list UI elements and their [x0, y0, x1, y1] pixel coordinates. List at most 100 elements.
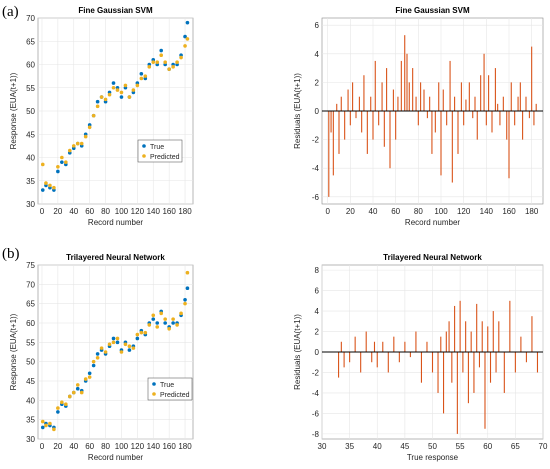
point-predicted [60, 400, 64, 405]
x-tick-label: 120 [131, 442, 145, 451]
point-true [119, 95, 124, 99]
y-tick-label: 2 [315, 328, 320, 337]
point-true [159, 48, 164, 53]
y-tick-label: 75 [26, 261, 35, 270]
point-predicted [56, 165, 60, 169]
point-true [135, 336, 140, 341]
point-predicted [147, 65, 152, 69]
y-tick-label: 40 [26, 396, 35, 405]
x-tick-label: 45 [400, 442, 409, 451]
x-tick-label: 180 [178, 442, 192, 451]
y-axis-label: Response (EUA(t+1)) [9, 72, 18, 149]
point-predicted [183, 301, 187, 306]
point-predicted [167, 327, 171, 331]
point-predicted [143, 74, 148, 78]
point-predicted [163, 60, 167, 64]
legend-marker-true [142, 144, 146, 148]
x-axis-label: Record number [405, 218, 460, 227]
point-predicted [40, 419, 45, 424]
point-predicted [99, 95, 104, 99]
legend-marker-predicted [152, 392, 156, 396]
point-predicted [179, 55, 183, 60]
point-true [60, 160, 64, 164]
point-true [40, 425, 45, 430]
point-predicted [44, 423, 48, 428]
x-tick-label: 35 [345, 442, 354, 451]
point-true [56, 169, 60, 174]
y-tick-label: -8 [312, 430, 320, 439]
y-tick-label: -4 [312, 164, 320, 173]
point-predicted [64, 160, 68, 164]
y-tick-label: -2 [312, 136, 320, 145]
legend-marker-true [152, 382, 156, 386]
x-tick-label: 50 [428, 442, 437, 451]
point-predicted [131, 88, 136, 92]
point-predicted [40, 162, 45, 167]
y-tick-label: 30 [26, 435, 35, 444]
y-tick-label: 50 [26, 358, 35, 367]
x-axis-label: Record number [88, 218, 143, 227]
x-tick-label: 40 [373, 442, 382, 451]
x-tick-label: 30 [318, 442, 327, 451]
x-tick-label: 70 [539, 442, 548, 451]
x-tick-label: 60 [391, 207, 400, 216]
x-tick-label: 180 [525, 207, 539, 216]
point-predicted [83, 134, 88, 139]
point-predicted [67, 394, 72, 399]
y-axis-label: Residuals (EUA(t+1)) [293, 73, 302, 149]
x-tick-label: 160 [502, 207, 516, 216]
chart-1 [37, 17, 194, 205]
point-true [139, 72, 144, 76]
point-predicted [159, 311, 164, 316]
point-predicted [64, 402, 68, 407]
y-tick-label: 6 [315, 21, 320, 30]
x-tick-label: 60 [85, 442, 94, 451]
x-tick-label: 120 [131, 207, 145, 216]
x-tick-label: 80 [101, 442, 110, 451]
point-predicted [87, 375, 92, 379]
point-predicted [123, 342, 128, 347]
point-true [87, 371, 92, 376]
point-true [183, 34, 187, 39]
point-predicted [107, 342, 112, 347]
chart-title: Trilayered Neural Network [66, 253, 165, 262]
point-predicted [175, 60, 179, 64]
legend-label-true: True [150, 144, 164, 151]
point-predicted [159, 53, 164, 57]
point-predicted [151, 313, 156, 318]
x-tick-label: 65 [511, 442, 520, 451]
chart-title: Trilayered Neural Network [383, 253, 482, 262]
point-predicted [179, 311, 183, 316]
y-tick-label: 0 [315, 107, 320, 116]
legend-label-predicted: Predicted [150, 154, 180, 161]
y-tick-label: 40 [26, 154, 35, 163]
x-tick-label: 55 [456, 442, 465, 451]
point-true [111, 336, 116, 341]
point-predicted [71, 144, 76, 148]
point-predicted [111, 340, 116, 345]
chart-2 [321, 17, 544, 205]
point-true [155, 321, 160, 325]
x-tick-label: 160 [162, 207, 176, 216]
legend-label-predicted: Predicted [160, 392, 190, 399]
legend-box [147, 377, 193, 401]
point-predicted [185, 270, 190, 275]
point-true [151, 317, 156, 321]
y-axis-label: Response (EUA(t+1)) [9, 313, 18, 390]
point-predicted [79, 141, 84, 146]
point-predicted [91, 359, 96, 364]
point-predicted [119, 350, 124, 354]
chart-title: Fine Gaussian SVM [78, 6, 153, 15]
point-true [95, 352, 100, 356]
point-true [171, 321, 175, 325]
x-tick-label: 140 [147, 442, 161, 451]
point-predicted [167, 67, 171, 71]
y-tick-label: 35 [26, 177, 35, 186]
y-tick-label: 35 [26, 416, 35, 425]
point-predicted [52, 427, 56, 432]
point-predicted [139, 330, 144, 335]
panel-label-b: (b) [2, 246, 20, 262]
point-true [183, 298, 187, 302]
x-tick-label: 20 [53, 442, 62, 451]
